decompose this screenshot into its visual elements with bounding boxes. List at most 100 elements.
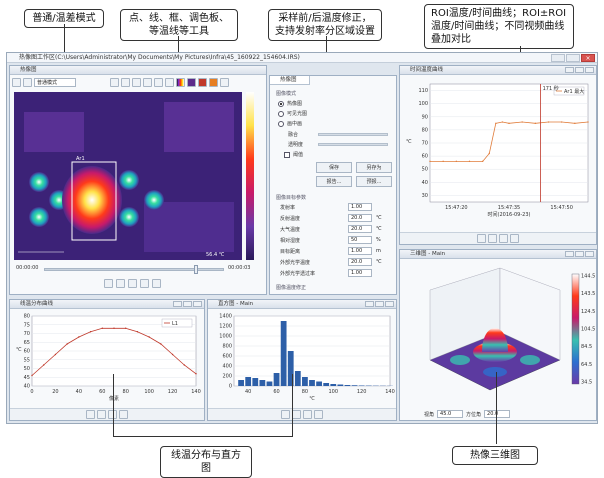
zoom-out-icon[interactable]: [292, 410, 301, 419]
x-tick-label: 120: [357, 389, 367, 395]
panel-min[interactable]: [365, 301, 374, 307]
roi-rectangle[interactable]: [71, 161, 117, 241]
more-icon[interactable]: [220, 78, 229, 87]
zoom-in-icon[interactable]: [477, 234, 486, 243]
isotherm2-icon[interactable]: [198, 78, 207, 87]
maximize-button[interactable]: [566, 54, 580, 62]
panel-max[interactable]: [575, 67, 584, 73]
param-value-input[interactable]: 1.00: [348, 203, 372, 211]
param-value-input[interactable]: 1.00: [348, 247, 372, 255]
hotspot-5: [119, 207, 139, 227]
param-value-input[interactable]: 20.0: [348, 258, 372, 266]
y-tick-label: 55: [24, 357, 30, 363]
loop-icon[interactable]: [104, 279, 113, 288]
timeline-track[interactable]: [44, 268, 224, 271]
panel-close[interactable]: [585, 251, 594, 257]
y-tick-label: 600: [222, 354, 232, 360]
x-tick-label: 40: [76, 389, 82, 395]
line-dist-title: 线温分布曲线: [10, 300, 204, 309]
prev-icon[interactable]: [116, 279, 125, 288]
cursor-icon[interactable]: [110, 78, 119, 87]
fit-icon[interactable]: [303, 410, 312, 419]
panel-close[interactable]: [585, 67, 594, 73]
save-button[interactable]: 保存: [316, 162, 352, 173]
radio-fusion[interactable]: 画中画: [278, 120, 302, 127]
data-point: [587, 121, 589, 123]
threshold-box: [284, 151, 290, 158]
mode-select[interactable]: 普通模式: [34, 78, 76, 87]
param-value-input[interactable]: 50: [348, 236, 372, 244]
x-tick-label: 20: [52, 389, 58, 395]
line-dist-panel: 线温分布曲线 40 45 50 55 60 65 70 75 80 0 20 40 60 80 100 120…: [9, 299, 205, 421]
export-icon[interactable]: [119, 410, 128, 419]
callout-tools: 点、线、框、调色板、等温线等工具: [120, 9, 238, 41]
line-dist-toolbar: [10, 408, 204, 420]
thermal-tab[interactable]: 热像图: [10, 66, 266, 75]
export-icon[interactable]: [314, 410, 323, 419]
report-button[interactable]: 报告...: [316, 176, 352, 187]
threed-surface[interactable]: 144.5 143.5 124.5 104.5 84.5 64.5 34.5: [400, 260, 597, 406]
panel-max[interactable]: [575, 251, 584, 257]
polyline-icon[interactable]: [165, 78, 174, 87]
play-icon[interactable]: [128, 279, 137, 288]
blend-slider[interactable]: [318, 133, 388, 136]
histogram-panel: 直方图 - Main 0 200 400 600 800 1000 1200 1400 40 60…: [207, 299, 397, 421]
panel-max[interactable]: [375, 301, 384, 307]
zoom-out-icon[interactable]: [488, 234, 497, 243]
stop-icon[interactable]: [152, 279, 161, 288]
rect-icon[interactable]: [143, 78, 152, 87]
radio-visible[interactable]: 可见光图: [278, 110, 307, 117]
x-tick-label: 140: [385, 389, 395, 395]
angle-input[interactable]: 45.0: [437, 410, 464, 418]
param-value-input[interactable]: 1.00: [348, 269, 372, 277]
param-value-input[interactable]: 20.0: [348, 214, 372, 222]
panel-min[interactable]: [565, 251, 574, 257]
param-value-input[interactable]: 20.0: [348, 225, 372, 233]
colorbar-tick-label: 64.5: [581, 362, 592, 368]
panel-close[interactable]: [193, 301, 202, 307]
zoom-in-icon[interactable]: [281, 410, 290, 419]
point-icon[interactable]: [121, 78, 130, 87]
data-point: [43, 364, 45, 366]
settings-tab[interactable]: 热像图: [270, 76, 310, 85]
data-point: [574, 122, 576, 125]
opt-transparency: 透明度: [288, 142, 304, 148]
open-icon[interactable]: [12, 78, 21, 87]
report-button-label: 报告...: [326, 179, 342, 185]
save-as-button[interactable]: 另存为: [356, 162, 392, 173]
x-tick-label: 120: [168, 389, 178, 395]
scale-min-label: 56.4 ℃: [206, 252, 225, 258]
y-tick-label: 70: [24, 331, 30, 337]
panel-min[interactable]: [173, 301, 182, 307]
x-tick-label: 80: [302, 389, 308, 395]
close-button[interactable]: ×: [581, 54, 595, 62]
dir-input[interactable]: 20.0: [484, 410, 511, 418]
isotherm-icon[interactable]: [187, 78, 196, 87]
ellipse-icon[interactable]: [154, 78, 163, 87]
time-end: 00:00:03: [228, 265, 251, 271]
timeline-thumb[interactable]: [194, 265, 198, 274]
fit-icon[interactable]: [499, 234, 508, 243]
transparency-slider[interactable]: [318, 143, 388, 146]
palette-icon[interactable]: [176, 78, 185, 87]
param-name: 目标距离: [280, 249, 301, 255]
data-point: [468, 160, 471, 163]
save-icon[interactable]: [23, 78, 32, 87]
threshold-check[interactable]: 阈值: [284, 151, 303, 158]
fit-icon[interactable]: [108, 410, 117, 419]
radio-thermal[interactable]: 热像图: [278, 100, 302, 107]
isotherm3-icon[interactable]: [209, 78, 218, 87]
thermal-image[interactable]: Ar1: [14, 92, 242, 260]
export-button[interactable]: 预报...: [356, 176, 392, 187]
panel-close[interactable]: [385, 301, 394, 307]
panel-min[interactable]: [565, 67, 574, 73]
minimize-button[interactable]: [551, 54, 565, 62]
zoom-out-icon[interactable]: [97, 410, 106, 419]
panel-max[interactable]: [183, 301, 192, 307]
line-icon[interactable]: [132, 78, 141, 87]
next-icon[interactable]: [140, 279, 149, 288]
zoom-in-icon[interactable]: [86, 410, 95, 419]
color-scale: [246, 92, 254, 260]
export-icon[interactable]: [510, 234, 519, 243]
surface-bump-3: [483, 367, 507, 377]
